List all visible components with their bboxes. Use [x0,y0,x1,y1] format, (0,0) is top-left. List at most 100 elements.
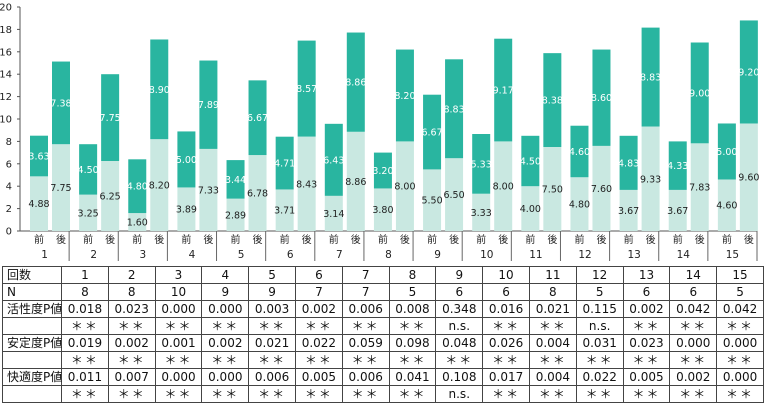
table-cell: ＊＊ [435,351,484,369]
bar-value-label-top: 7.89 [198,100,219,111]
bar-value-label-top: 4.80 [127,182,148,193]
table-cell: 0.000 [154,368,203,386]
table-cell: ＊＊ [528,351,577,369]
bar-value-label-top: 6.67 [421,128,442,139]
group-label: 13 [627,249,640,261]
bar-category-label: 後 [695,233,705,246]
bar-category-label: 前 [476,233,486,246]
y-tick-label: 10 [0,115,12,126]
table-cell: ＊＊ [294,317,343,335]
table-cell: 0.042 [716,300,764,318]
table-cell: 0.006 [341,368,390,386]
table-row: 快適度P値 0.011 0.007 0.000 0.000 0.006 0.005 0.006… [2,368,764,386]
y-tick-label: 2 [6,204,12,215]
table-cell: ＊＊ [622,351,671,369]
bar-segment-top [494,38,513,142]
table-cell: 9 [201,283,250,301]
table-header-cell: 7 [341,266,390,284]
bar-category-label: 後 [351,233,361,246]
bar-value-label-bottom: 3.25 [78,208,99,219]
table-cell: ＊＊ [201,351,250,369]
bar-segment-top [297,40,316,137]
bar-category-label: 後 [449,233,459,246]
bar-segment-bottom [199,148,218,231]
table-cell: ＊＊ [669,385,718,403]
table-cell: 7 [294,283,343,301]
table-header-cell: 4 [201,266,250,284]
table-cell: 0.006 [341,300,390,318]
group-label: 12 [578,249,591,261]
bar-segment-top [543,53,562,148]
bar-value-label-bottom: 8.00 [394,182,415,193]
bar-segment-bottom [30,176,48,231]
bar-segment-bottom [324,195,343,231]
bar-value-label-bottom: 3.14 [323,209,344,220]
table-header-cell: 11 [528,266,577,284]
table-cell: ＊＊ [107,317,156,335]
bar-value-label-top: 6.43 [323,155,344,166]
bar-category-label: 後 [744,233,754,246]
group-label: 10 [480,249,493,261]
bar-value-label-top: 7.75 [100,113,121,124]
bar-segment-top [248,80,267,156]
bar-value-label-bottom: 8.43 [296,179,317,190]
bar-value-label-top: 3.63 [28,152,49,163]
bar-value-label-bottom: 6.78 [247,189,268,200]
table-row-label: N [2,283,62,301]
table-cell: 0.006 [248,368,296,386]
bar-category-label: 前 [132,233,142,246]
bar-segment-bottom [150,139,169,231]
bar-segment-top [717,123,736,180]
bar-segment-bottom [570,177,589,231]
table-row: 安定度P値 0.019 0.002 0.001 0.002 0.021 0.022 0.059… [2,334,764,352]
table-cell: 0.000 [201,368,250,386]
table-cell: 8 [107,283,156,301]
bar-value-label-top: 4.60 [569,147,590,158]
table-cell: 0.003 [248,300,296,318]
table-cell: ＊＊ [575,385,624,403]
bar-category-label: 前 [722,233,732,246]
table-cell: 0.023 [622,334,671,352]
table-cell: ＊＊ [622,385,671,403]
bar-value-label-top: 8.57 [296,84,317,95]
table-cell: 0.048 [435,334,484,352]
bar-value-label-bottom: 4.00 [520,204,541,215]
table-row: ＊＊ ＊＊ ＊＊ ＊＊ ＊＊ ＊＊ ＊＊ ＊＊ ＊＊ ＊＊ ＊＊ ＊＊ ＊＊ ＊＊ ＊＊ [2,351,764,369]
bar-segment-bottom [346,131,365,231]
table-cell: ＊＊ [154,385,203,403]
table-cell: 8 [528,283,577,301]
bar-value-label-top: 5.00 [716,147,737,158]
table-cell: 0.108 [435,368,484,386]
table-cell: ＊＊ [482,351,530,369]
y-tick-label: 20 [0,3,12,14]
table-cell: 0.019 [61,334,109,352]
bar-value-label-top: 4.33 [667,161,688,172]
bar-segment-top [592,49,611,146]
bar-segment-bottom [668,189,687,231]
table-row-label: 快適度P値 [2,368,62,386]
stacked-bar-chart: 024681012141618204.883.63前7.757.38後13.25… [0,3,759,261]
bar-segment-top [445,59,464,159]
bar-value-label-top: 6.67 [247,113,268,124]
bar-segment-top [79,144,98,195]
bar-category-label: 後 [646,233,656,246]
table-cell: ＊＊ [61,317,109,335]
bar-segment-bottom [543,147,562,231]
table-cell: 5 [388,283,437,301]
bar-value-label-bottom: 4.80 [569,200,590,211]
p-value-table: 回数 1 2 3 4 5 6 7 8 9 10 11 12 13 14 15 N 8 8 10 9 9 7 7 5 6 6 8 5 6 6 5… [2,266,764,403]
y-tick-label: 14 [0,70,12,81]
bar-segment-top [226,160,245,199]
bar-value-label-top: 8.38 [542,96,563,107]
bar-category-label: 前 [34,233,44,246]
bar-segment-top [275,136,294,190]
bar-segment-top [30,135,48,177]
table-cell: 9 [248,283,296,301]
table-cell: 0.002 [294,300,343,318]
table-cell: ＊＊ [482,385,530,403]
table-cell: 6 [622,283,671,301]
table-cell: ＊＊ [341,385,390,403]
bar-value-label-bottom: 3.67 [667,206,688,217]
table-cell: 0.000 [201,300,250,318]
bar-segment-top [472,134,491,194]
